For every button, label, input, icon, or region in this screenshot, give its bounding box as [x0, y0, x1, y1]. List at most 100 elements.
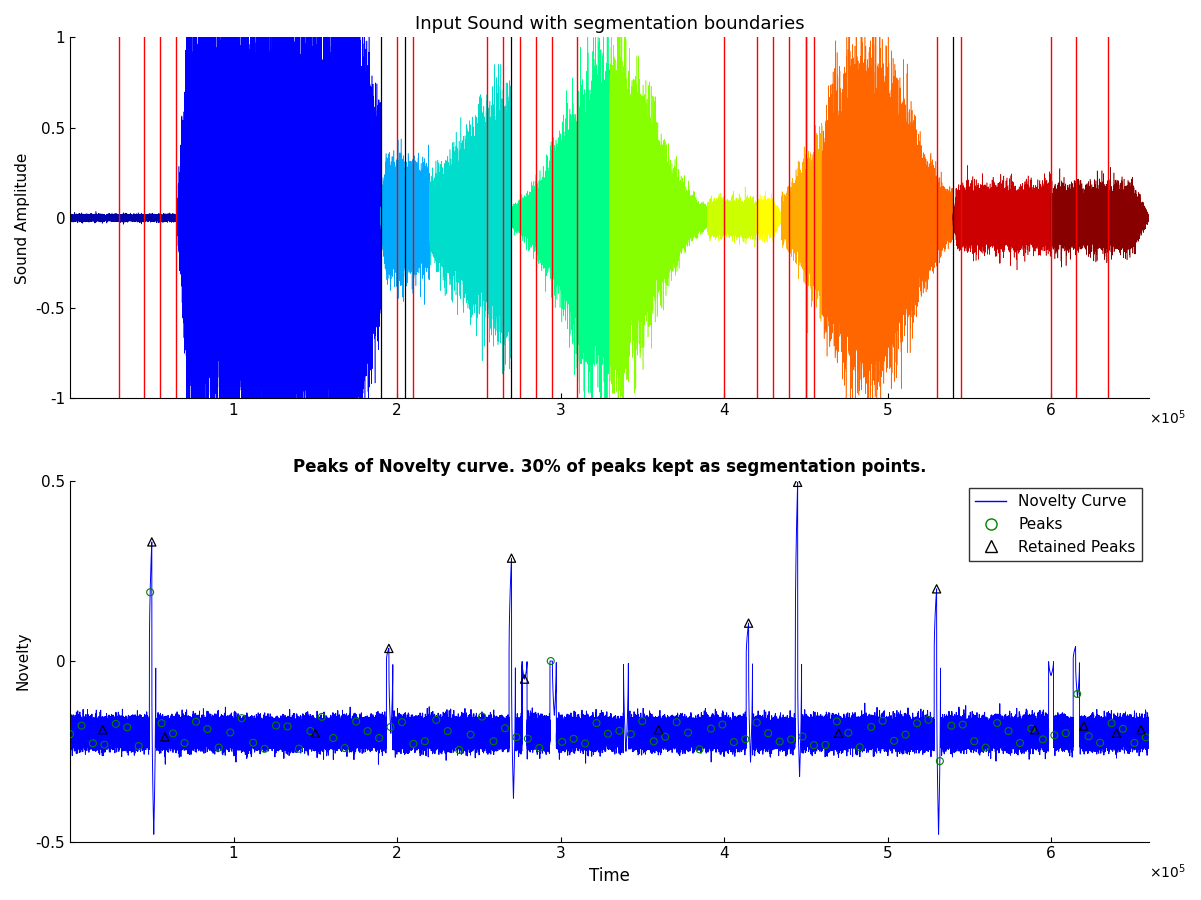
Point [598, 726, 617, 741]
Point [72, 718, 91, 733]
Point [861, 720, 880, 734]
Point [747, 716, 766, 730]
Point [347, 715, 366, 729]
Point [106, 716, 125, 731]
Point [1068, 687, 1087, 701]
X-axis label: Time: Time [590, 867, 631, 885]
Point [530, 741, 549, 755]
Point [633, 714, 652, 728]
Point [964, 734, 984, 749]
Point [788, 475, 807, 490]
Point [83, 736, 102, 751]
Point [495, 721, 514, 735]
Text: $\times 10^5$: $\times 10^5$ [1149, 408, 1187, 427]
Point [1107, 726, 1127, 741]
Point [1026, 723, 1045, 737]
Point [1022, 722, 1041, 736]
Point [838, 725, 858, 740]
Point [829, 726, 848, 741]
Point [519, 732, 538, 746]
Title: Peaks of Novelty curve. 30% of peaks kept as segmentation points.: Peaks of Novelty curve. 30% of peaks kep… [293, 458, 926, 476]
Point [60, 727, 79, 742]
Point [142, 535, 161, 549]
Point [954, 717, 973, 732]
Point [507, 730, 526, 744]
Point [656, 730, 675, 744]
Point [908, 716, 927, 731]
Point [552, 734, 572, 749]
Point [312, 709, 331, 724]
Point [896, 727, 915, 742]
Point [186, 715, 205, 729]
Point [324, 731, 343, 745]
Point [987, 716, 1006, 730]
Point [1074, 719, 1093, 733]
Point [95, 737, 114, 751]
Point [232, 711, 251, 725]
Point [1056, 726, 1075, 741]
Point [649, 723, 668, 737]
Point [927, 581, 946, 596]
Point [976, 741, 996, 755]
Point [153, 716, 172, 731]
Point [1010, 736, 1029, 751]
Text: $\times 10^5$: $\times 10^5$ [1149, 862, 1187, 881]
Point [502, 551, 521, 565]
Point [1045, 728, 1064, 742]
Point [759, 726, 778, 741]
Point [175, 736, 195, 751]
Point [644, 734, 663, 749]
Legend: Novelty Curve, Peaks, Retained Peaks: Novelty Curve, Peaks, Retained Peaks [969, 488, 1141, 561]
Point [370, 731, 389, 745]
Point [1125, 735, 1145, 750]
Point [255, 742, 274, 756]
Point [426, 713, 446, 727]
Point [198, 722, 217, 736]
Y-axis label: Novelty: Novelty [14, 632, 30, 690]
Point [244, 735, 263, 750]
Point [724, 735, 743, 750]
Point [289, 742, 309, 756]
Point [472, 709, 491, 724]
Point [919, 713, 938, 727]
Point [575, 736, 594, 751]
Point [689, 742, 709, 757]
Point [713, 717, 733, 732]
Point [141, 585, 160, 599]
Point [267, 718, 286, 733]
Point [931, 754, 950, 769]
Point [1136, 730, 1155, 744]
Point [621, 727, 640, 742]
Point [739, 616, 758, 630]
Point [667, 715, 686, 729]
Point [416, 734, 435, 749]
Point [94, 723, 113, 737]
Point [610, 724, 629, 738]
Point [1103, 716, 1122, 731]
Point [1078, 729, 1098, 743]
Point [358, 724, 377, 738]
Point [484, 734, 503, 749]
Point [461, 727, 480, 742]
Point [679, 725, 698, 740]
Point [1131, 723, 1151, 737]
Point [827, 715, 847, 729]
Point [300, 724, 319, 738]
Point [380, 641, 399, 655]
Point [449, 742, 468, 757]
Point [850, 740, 870, 754]
Point [873, 714, 892, 728]
Point [438, 724, 458, 738]
Point [209, 741, 228, 755]
Y-axis label: Sound Amplitude: Sound Amplitude [14, 152, 30, 284]
Point [118, 720, 137, 734]
Point [129, 739, 148, 753]
Point [163, 726, 183, 741]
Point [542, 653, 561, 668]
Point [306, 726, 325, 741]
Title: Input Sound with segmentation boundaries: Input Sound with segmentation boundaries [414, 15, 805, 33]
Point [884, 734, 903, 748]
Point [793, 729, 812, 743]
Point [942, 718, 961, 733]
Point [1113, 722, 1133, 736]
